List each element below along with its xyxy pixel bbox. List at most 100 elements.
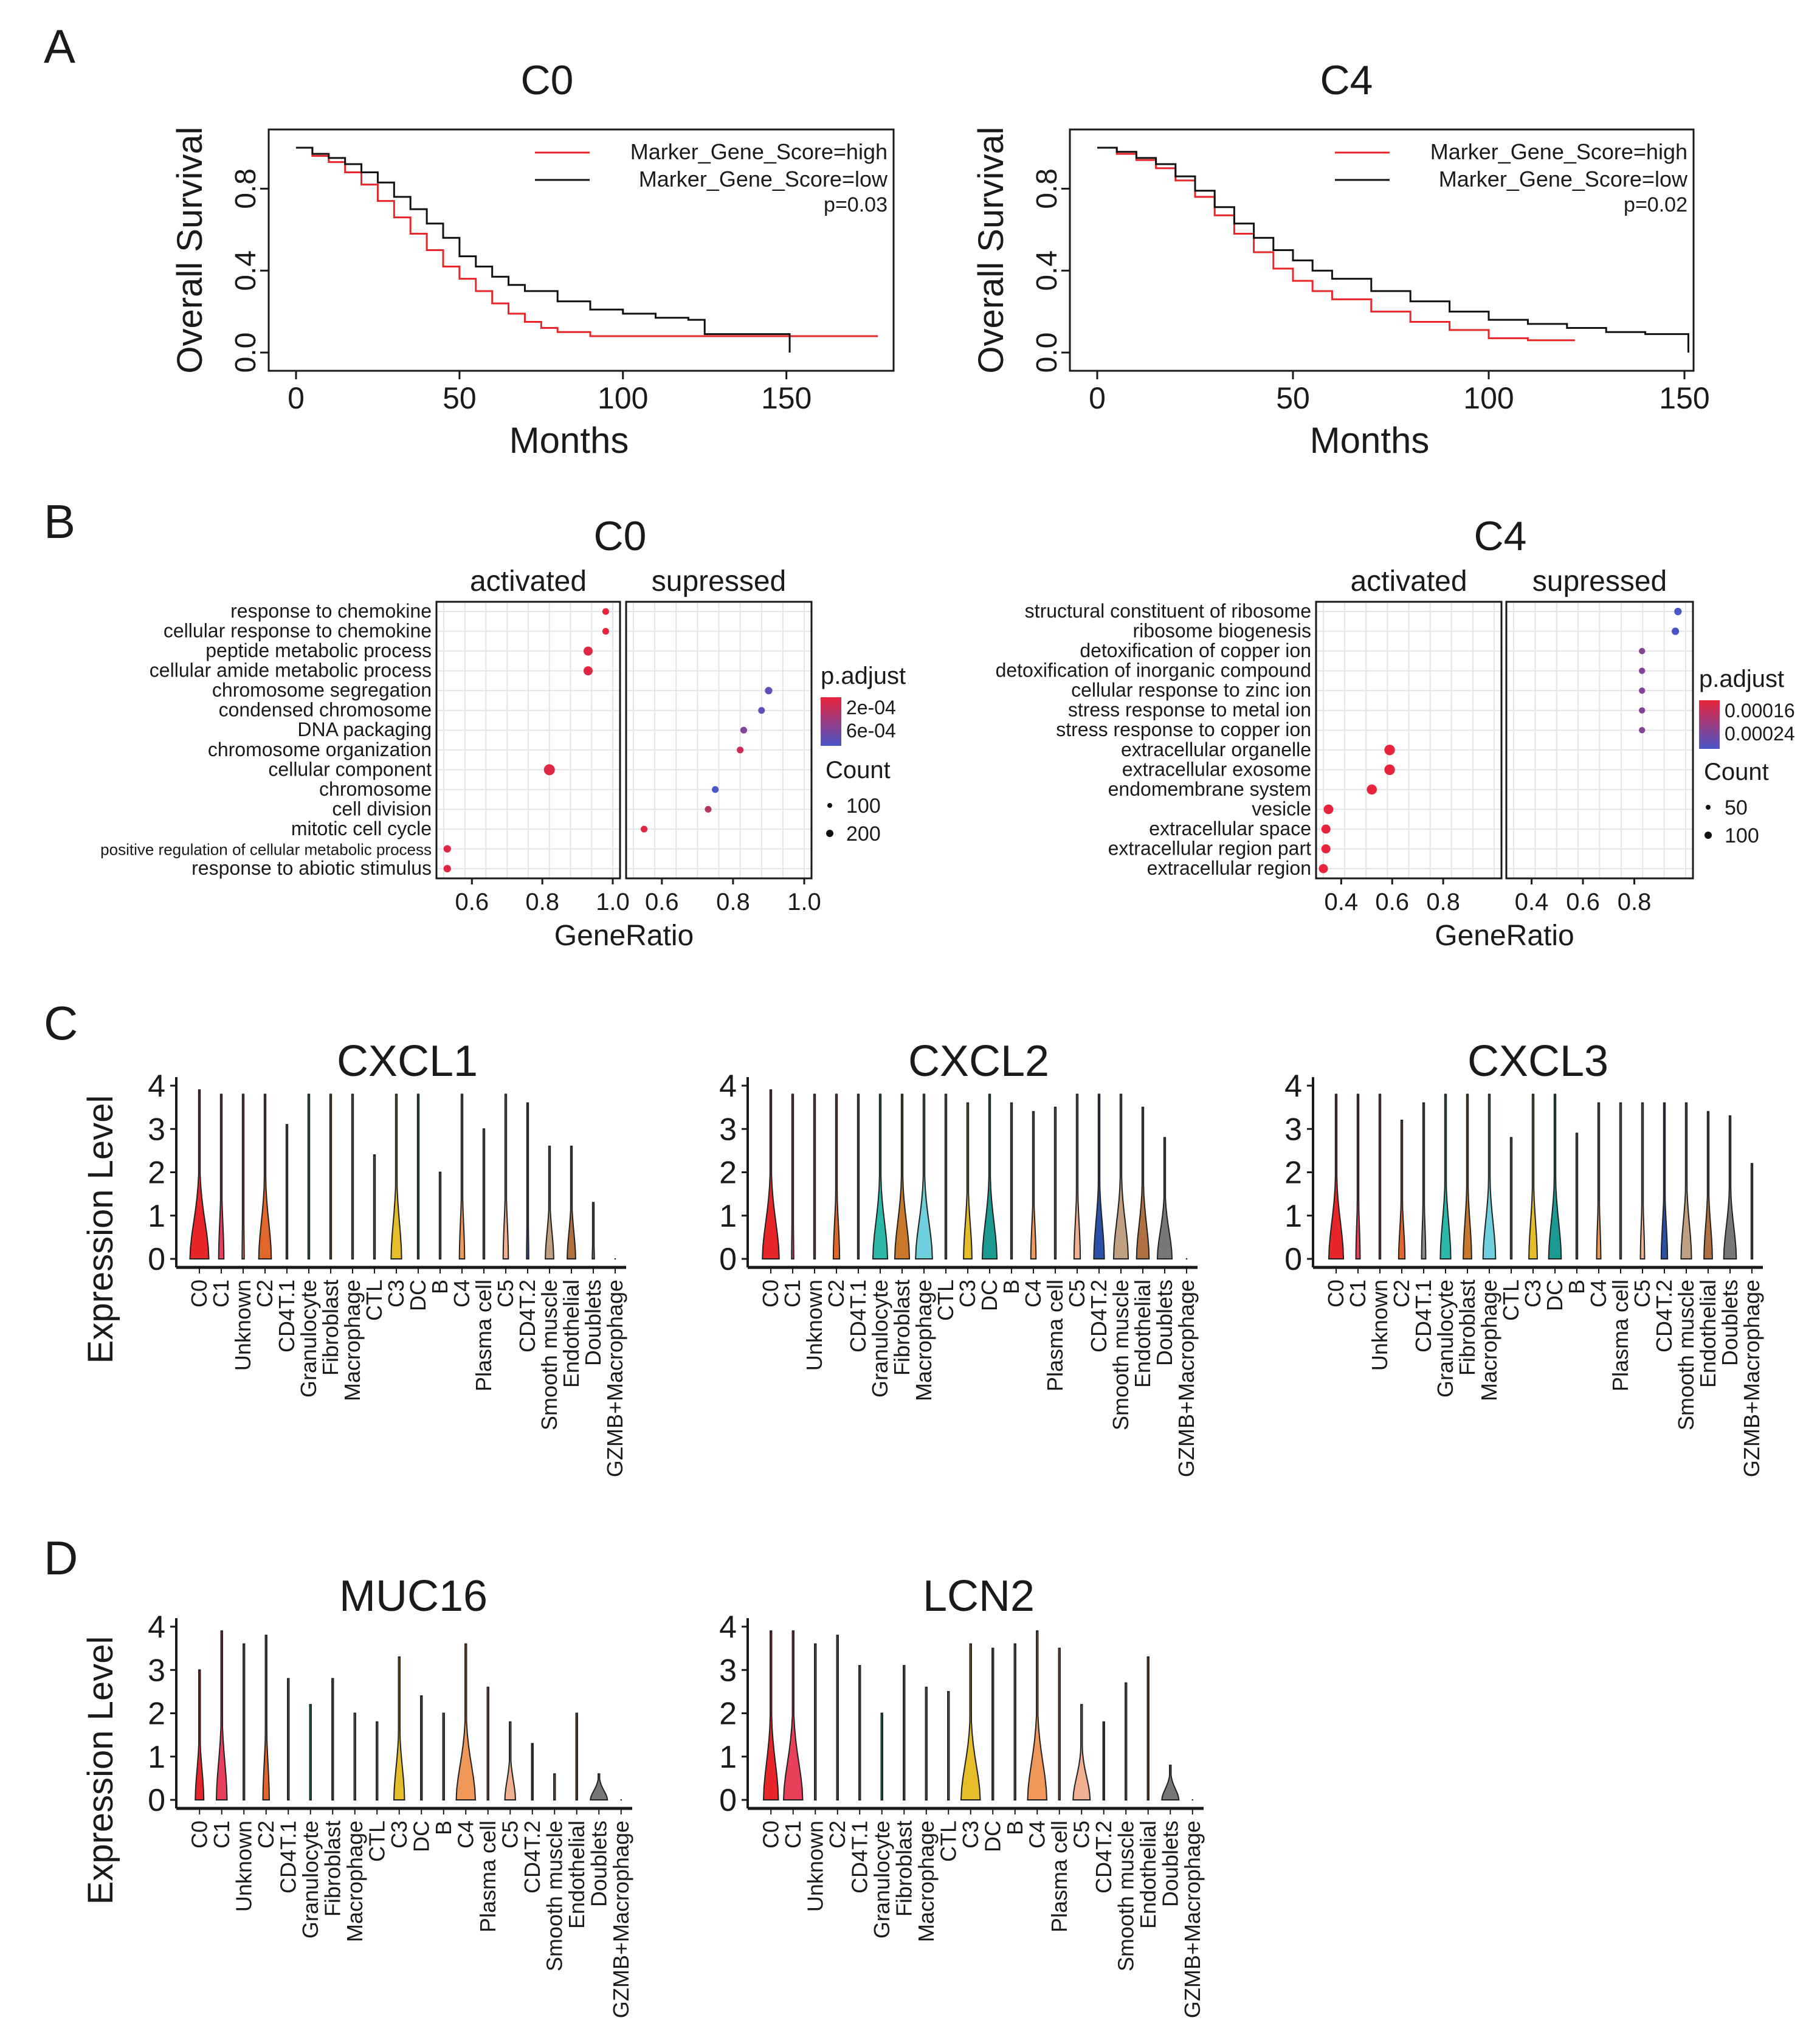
chart-title: CXCL1 xyxy=(337,1037,478,1086)
x-tick-label: 0.6 xyxy=(1375,889,1409,915)
violin-macrophage xyxy=(1482,1094,1497,1259)
term-label: DNA packaging xyxy=(297,718,432,740)
x-tick-label: 150 xyxy=(1659,381,1709,415)
term-label: extracellular organelle xyxy=(1121,739,1311,760)
x-tick-label: CD4T.2 xyxy=(1652,1280,1677,1353)
violin-plasma-cell xyxy=(1619,1102,1622,1259)
go-point xyxy=(443,845,451,853)
violin-doublets xyxy=(1723,1115,1737,1259)
x-tick-label: Plasma cell xyxy=(471,1280,496,1391)
go-point xyxy=(1367,784,1377,795)
violin-plasma-cell xyxy=(482,1128,486,1259)
y-tick-label: 1 xyxy=(719,1199,737,1234)
go-point xyxy=(740,726,748,734)
go-point xyxy=(583,646,593,656)
km-chart-a_c0: C0 0 50 100 150 0.0 0.4 0.8 Months Overall Surviv… xyxy=(170,57,895,461)
p-value-annotation: p=0.02 xyxy=(1624,193,1687,216)
term-label: cellular amide metabolic process xyxy=(150,660,432,681)
x-tick-label: CD4T.1 xyxy=(1411,1280,1436,1353)
x-tick-label: Smooth muscle xyxy=(1674,1280,1698,1430)
go-point xyxy=(758,707,765,714)
x-tick-label: B xyxy=(427,1280,452,1294)
violin-fibroblast xyxy=(894,1094,911,1259)
x-tick-label: Macrophage xyxy=(342,1821,367,1942)
violin-granulocyte xyxy=(309,1704,312,1801)
y-axis-label: Overall Survival xyxy=(971,126,1011,373)
km-line-high xyxy=(1097,146,1575,342)
x-tick-label: Smooth muscle xyxy=(537,1280,562,1430)
violin-smooth-muscle xyxy=(1125,1682,1128,1801)
term-label: ribosome biogenesis xyxy=(1133,620,1312,642)
legend-label: Marker_Gene_Score=high xyxy=(1430,139,1687,164)
violin-c4 xyxy=(455,1643,477,1801)
violin-c5 xyxy=(504,1721,517,1801)
violin-c1 xyxy=(218,1094,225,1259)
violin-c3 xyxy=(1528,1094,1538,1259)
x-tick-label: C3 xyxy=(955,1280,980,1308)
violin-c3 xyxy=(390,1094,402,1259)
violin-chart-c_cxcl2: CXCL2 0 1 2 3 4 C0C1UnknownC2CD4T.1Granulocyte… xyxy=(719,1037,1199,1477)
x-tick-label: Endothelial xyxy=(1695,1280,1720,1388)
x-tick-label: Doublets xyxy=(1152,1280,1177,1366)
go-point xyxy=(583,666,593,676)
x-tick-label: Granulocyte xyxy=(296,1280,321,1397)
x-tick-label: CD4T.2 xyxy=(1091,1821,1116,1894)
go-point xyxy=(1323,804,1334,815)
facet-activated: activated 0.4 0.6 0.8 xyxy=(1315,565,1503,915)
violin-doublets xyxy=(590,1773,608,1801)
violin-b xyxy=(1010,1102,1013,1259)
count-tick-label: 200 xyxy=(846,822,881,846)
y-tick-label: 4 xyxy=(148,1610,165,1645)
violin-fibroblast xyxy=(903,1665,906,1801)
x-tick-label: 0.4 xyxy=(1325,889,1359,915)
term-label: cell division xyxy=(332,798,432,819)
go-point xyxy=(712,786,719,793)
x-tick-label: C2 xyxy=(825,1821,850,1849)
x-tick-label: Fibroblast xyxy=(320,1821,345,1917)
x-tick-label: Macrophage xyxy=(911,1280,936,1401)
panel-label-c: C xyxy=(44,996,78,1050)
x-tick-label: Doublets xyxy=(581,1280,605,1366)
x-tick-label: Granulocyte xyxy=(298,1821,323,1938)
p-value-annotation: p=0.03 xyxy=(824,193,888,216)
violin-plasma-cell xyxy=(486,1686,489,1801)
violin-c4 xyxy=(458,1094,466,1259)
x-tick-label: C3 xyxy=(387,1821,412,1849)
violin-c0 xyxy=(195,1669,205,1801)
x-tick-label: 0.6 xyxy=(645,889,679,915)
x-tick-label: C1 xyxy=(209,1821,234,1849)
x-tick-label: CTL xyxy=(936,1821,960,1862)
violin-smooth-muscle xyxy=(1680,1102,1692,1259)
violin-doublets xyxy=(591,1202,595,1259)
violin-endothelial xyxy=(575,1712,578,1801)
term-label: detoxification of inorganic compound xyxy=(996,660,1311,681)
y-tick-label: 0 xyxy=(1284,1242,1302,1277)
y-tick-label: 3 xyxy=(719,1653,737,1688)
y-tick-label: 4 xyxy=(1284,1069,1302,1104)
violin-c0 xyxy=(762,1630,779,1801)
violin-c5 xyxy=(1072,1704,1091,1801)
facet-activated: activated 0.6 0.8 1.0 xyxy=(435,565,630,915)
x-tick-label: CD4T.1 xyxy=(275,1821,300,1894)
violin-granulocyte xyxy=(872,1094,889,1259)
y-tick-label: 1 xyxy=(719,1740,737,1775)
y-tick-label: 2 xyxy=(148,1697,165,1732)
violin-c1 xyxy=(782,1630,804,1801)
y-tick-label: 2 xyxy=(719,1697,737,1732)
count-tick-label: 50 xyxy=(1725,796,1748,819)
term-label: mitotic cell cycle xyxy=(291,818,432,839)
violin-cd4t-2 xyxy=(1660,1102,1669,1259)
x-tick-label: C5 xyxy=(1064,1280,1089,1308)
x-tick-label: CD4T.1 xyxy=(846,1280,870,1353)
x-axis-label: GeneRatio xyxy=(1435,920,1574,952)
term-label: response to abiotic stimulus xyxy=(191,857,432,879)
x-tick-label: 0.8 xyxy=(1426,889,1460,915)
x-tick-label: C0 xyxy=(758,1280,783,1308)
term-label: chromosome organization xyxy=(208,739,432,760)
go-point xyxy=(641,825,648,833)
x-tick-label: C4 xyxy=(1024,1821,1049,1849)
go-point xyxy=(1638,727,1646,734)
violin-macrophage xyxy=(353,1712,356,1801)
x-tick-label: C5 xyxy=(497,1821,522,1849)
